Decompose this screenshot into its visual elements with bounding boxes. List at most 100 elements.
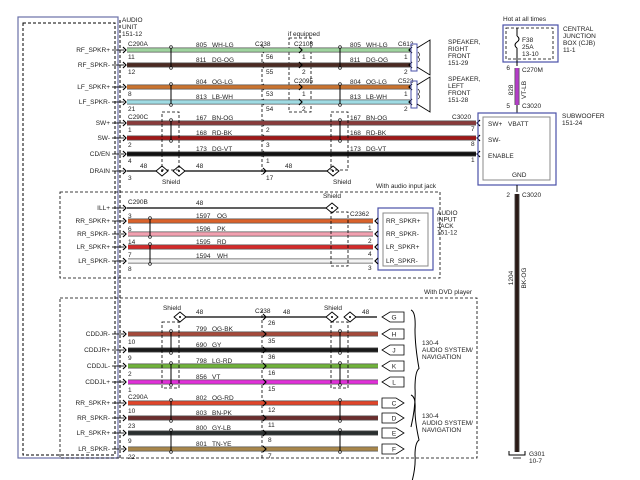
connector-c3020-label: C3020 [522, 103, 542, 110]
connector-c270m-label: C270M [522, 67, 543, 74]
fuse-label: 25A [522, 44, 534, 51]
jack-label: AUDIO [437, 210, 458, 217]
pin-label: RF_SPKR- [78, 62, 110, 69]
wire-color-code: GY-LB [212, 425, 231, 432]
c238-pin-number: 1 [266, 158, 270, 165]
c238-pin-number: 8 [268, 437, 272, 444]
terminal-letter: L [392, 379, 396, 386]
connector-arrow-icon [262, 414, 267, 422]
twist-dot-icon [338, 450, 342, 454]
circuit-number: 168 [196, 130, 207, 137]
wire-color-code: GY [212, 342, 222, 349]
connector-arrow-icon [122, 61, 127, 69]
twist-dot-icon [338, 383, 342, 387]
connector-arrow-icon [122, 98, 127, 106]
terminal-pin-icon [381, 397, 405, 409]
pin-label: DRAIN [90, 168, 111, 175]
connector-arrow-icon [122, 119, 127, 127]
speaker-label: SPEAKER, [448, 39, 481, 46]
audio-input-jack-box [377, 207, 434, 271]
wire-color-code: RD [217, 239, 227, 246]
connector-arrow-icon [262, 330, 267, 338]
terminal-letter: C [392, 400, 397, 407]
connector-arrow-icon [122, 346, 127, 354]
section-title: With audio input jack [376, 183, 437, 190]
unit-pin-number: 14 [128, 239, 136, 246]
jack-pin-number: 3 [368, 265, 372, 272]
pin-label: CDDJL+ [85, 379, 110, 386]
cjb-box [502, 24, 559, 63]
mid-pin-number: 2 [302, 69, 306, 76]
circuit-number: 811 [350, 57, 361, 64]
twist-dot-icon [148, 262, 152, 266]
shield-label: Shield [324, 305, 342, 312]
terminal-letter: F [392, 446, 396, 453]
terminal-letter: D [392, 415, 397, 422]
twist-dot-icon [169, 398, 173, 402]
fuse-icon [514, 35, 520, 49]
twist-dot-icon [338, 45, 342, 49]
shield-dot-icon [179, 316, 181, 318]
fuse-label: 13-10 [522, 51, 539, 58]
speaker-terminal [410, 80, 418, 109]
wire-color-code: DG-VT [212, 146, 232, 153]
twist-dot-icon [338, 82, 342, 86]
dvd-section [59, 297, 478, 459]
pin-label: LR_SPKR+ [77, 430, 111, 437]
cjb-label: BOX (CJB) [563, 40, 595, 47]
circuit-number: 801 [196, 441, 207, 448]
unit-pin-number: 4 [128, 158, 132, 165]
cjb-inner [505, 27, 554, 60]
wire-color-code: TN-YE [212, 441, 232, 448]
brace-icon [410, 309, 420, 428]
shield-label: Shield [163, 305, 181, 312]
connector-arrow-icon [122, 46, 127, 54]
circuit-number: 48 [196, 309, 204, 316]
c238-pin-number: 26 [268, 320, 276, 327]
unit-pin-number: 1 [128, 127, 132, 134]
unit-pin-number: 11 [128, 54, 135, 61]
terminal-letter: J [392, 347, 395, 354]
connector-c238-label: C238 [255, 308, 271, 315]
cjb-label: 11-1 [563, 47, 576, 54]
pin-label: CDDJR- [86, 331, 110, 338]
unit-pin-number: 10 [128, 408, 136, 415]
ground-icon [508, 451, 526, 456]
terminal-L [381, 376, 405, 388]
wire-color-code: BN-PK [212, 410, 233, 417]
pin-label: SW- [97, 135, 110, 142]
cjb-label: CENTRAL [563, 26, 594, 33]
twist-dot-icon [169, 139, 173, 143]
twist-dot-icon [169, 66, 173, 70]
circuit-number: 802 [196, 395, 207, 402]
connector-arrow-icon [374, 243, 379, 251]
c238-pin-number: 17 [266, 175, 274, 182]
ground-point-label: G301 [529, 451, 545, 458]
c238-pin-number: 15 [268, 386, 276, 393]
if-equipped-box [288, 37, 312, 113]
far-pin-number: 1 [471, 157, 475, 164]
connector-c2095-label: C2095 [294, 78, 314, 85]
unit-pin-number: 1 [128, 387, 132, 394]
twist-dot-icon [338, 118, 342, 122]
pin-label: ILL+ [97, 205, 110, 212]
c238-pin-number: 12 [268, 407, 276, 414]
jack-pin-label: RR_SPKR- [386, 231, 419, 238]
connector-arrow-icon [122, 150, 127, 158]
nav-module-label: AUDIO SYSTEM/ [422, 420, 473, 427]
wire-color-code: LB-WH [366, 94, 387, 101]
twist-dot-icon [169, 428, 173, 432]
wire-color-code: BK-OG [521, 268, 528, 289]
subwoofer-pin-vbatt: VBATT [508, 121, 528, 128]
shield-dot-icon [332, 170, 334, 172]
circuit-number: 48 [285, 163, 293, 170]
terminal-letter: E [392, 430, 397, 437]
wire-color-code: LB-WH [212, 94, 233, 101]
speaker-label: FRONT [448, 53, 470, 60]
circuit-number: 805 [350, 42, 361, 49]
connector-c2362-label: C2362 [350, 211, 370, 218]
connector-arrow-icon [122, 230, 127, 238]
connector-arrow-icon [262, 362, 267, 370]
terminal-K [381, 360, 405, 372]
circuit-number: 798 [196, 358, 207, 365]
